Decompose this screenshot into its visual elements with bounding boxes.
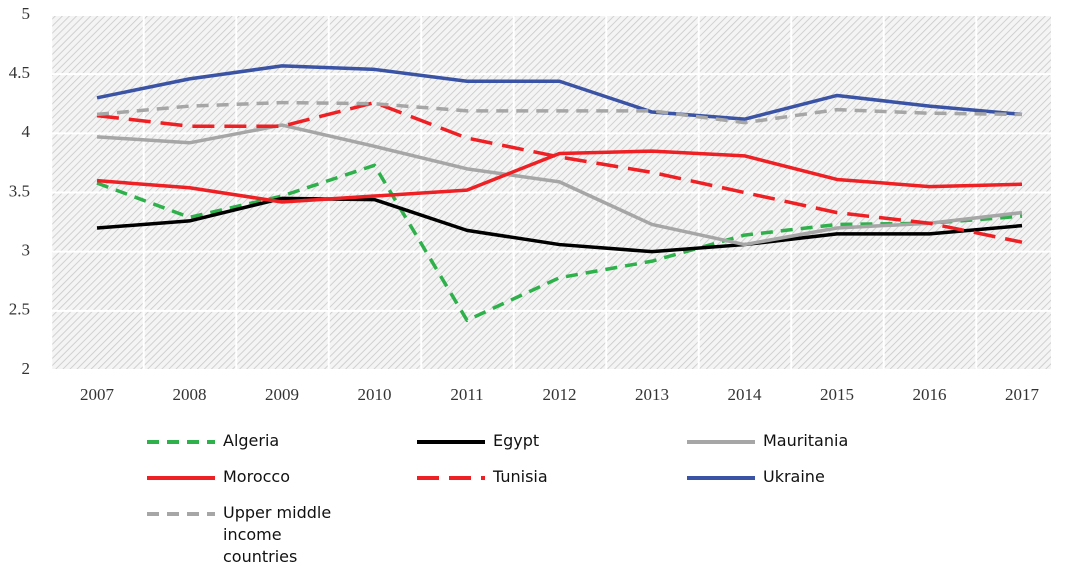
legend-item: Ukraine [685, 466, 898, 488]
legend-swatch [417, 476, 485, 480]
page: 2 2.5 3 3.5 4 4.5 5 2007 2008 2009 2010 2011 2012 201… [8, 3, 1051, 566]
series-line [96, 100, 1023, 244]
legend-swatch [147, 440, 215, 444]
legend-item: Algeria [145, 430, 358, 452]
legend-label: Egypt [493, 431, 540, 450]
x-tick-label: 2011 [450, 385, 483, 400]
y-tick-label: 3 [22, 241, 31, 260]
y-tick-label: 4.5 [9, 63, 30, 82]
legend-label: Morocco [223, 467, 290, 486]
legend-swatch [147, 476, 215, 480]
series-line [96, 149, 1023, 204]
legend-label: Upper middle income countries [223, 503, 332, 566]
legend-item: Tunisia [415, 466, 628, 488]
series-line [96, 100, 1023, 125]
y-tick-label: 2 [22, 359, 31, 378]
legend-label: Mauritania [763, 431, 849, 450]
legend-item: Upper middle income countries [145, 502, 358, 568]
legend-swatch [417, 440, 485, 444]
series-line [96, 123, 1023, 247]
x-tick-label: 2008 [173, 385, 207, 400]
series-line [96, 163, 1023, 323]
legend-item: Morocco [145, 466, 358, 488]
x-tick-label: 2007 [80, 385, 115, 400]
y-tick-label: 5 [22, 4, 31, 23]
x-tick-label: 2016 [913, 385, 947, 400]
y-tick-label: 4 [22, 122, 31, 141]
legend-item: Mauritania [685, 430, 898, 452]
x-tick-label: 2015 [820, 385, 854, 400]
legend-item: Egypt [415, 430, 628, 452]
legend-swatch [687, 440, 755, 444]
series-line [96, 64, 1023, 121]
x-tick-label: 2012 [543, 385, 577, 400]
x-tick-label: 2010 [358, 385, 392, 400]
x-tick-label: 2013 [635, 385, 669, 400]
legend-label: Algeria [223, 431, 280, 450]
series-line [96, 196, 1023, 254]
chart: 2 2.5 3 3.5 4 4.5 5 2007 2008 2009 2010 2011 2012 201… [9, 4, 1051, 400]
x-tick-label: 2014 [728, 385, 763, 400]
legend-swatch [147, 512, 215, 516]
x-tick-label: 2009 [265, 385, 299, 400]
x-tick-label: 2017 [1005, 385, 1040, 400]
y-tick-label: 3.5 [9, 181, 30, 200]
legend-label: Ukraine [763, 467, 825, 486]
legend-label: Tunisia [493, 467, 548, 486]
legend-swatch [687, 476, 755, 480]
y-tick-label: 2.5 [9, 300, 30, 319]
